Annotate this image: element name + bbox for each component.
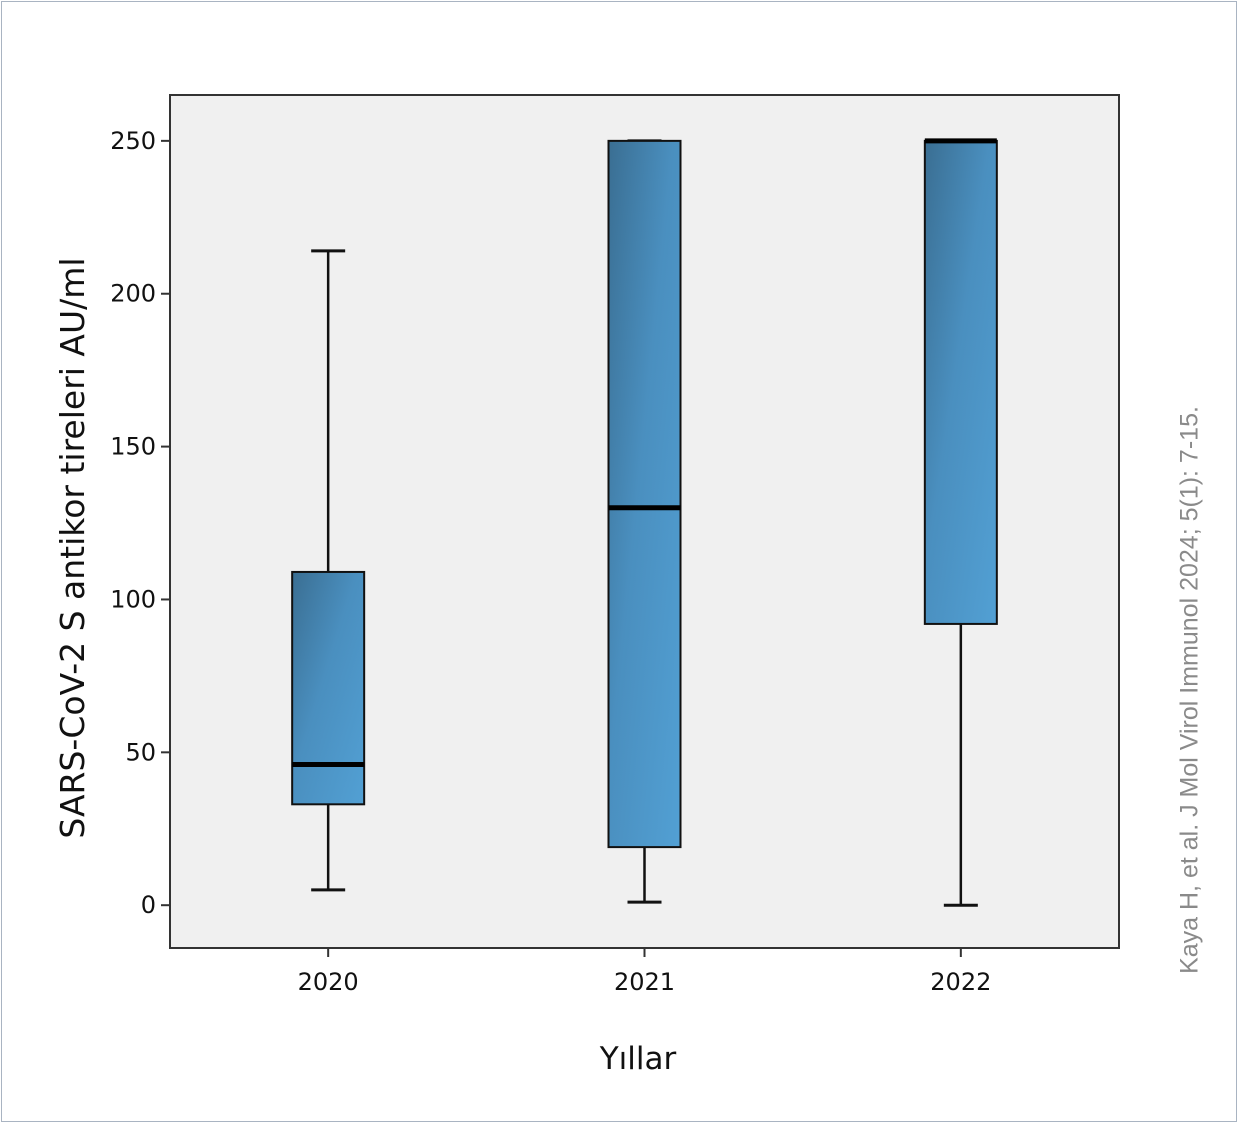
- x-tick-label: 2020: [298, 968, 359, 996]
- y-tick-label: 50: [125, 738, 156, 766]
- box-iqr: [923, 139, 998, 625]
- y-tick-label: 200: [110, 280, 156, 308]
- box-2020: [291, 249, 366, 892]
- y-axis-label: SARS-CoV-2 S antikor tireleri AU/ml: [53, 257, 92, 838]
- y-tick-label: 0: [141, 891, 156, 919]
- x-axis-label: Yıllar: [599, 1041, 677, 1077]
- box-2021: [607, 139, 682, 904]
- box-2022: [923, 138, 998, 907]
- x-tick-label: 2021: [614, 968, 675, 996]
- x-tick-label: 2022: [930, 968, 991, 996]
- x-axis: 2020 2021 2022: [298, 948, 991, 996]
- y-tick-label: 150: [110, 433, 156, 461]
- box-iqr: [607, 139, 682, 849]
- y-tick-label: 100: [110, 585, 156, 613]
- box-iqr: [291, 570, 366, 806]
- citation-text: Kaya H, et al. J Mol Virol Immunol 2024;…: [1175, 406, 1204, 974]
- box-series: [291, 138, 998, 907]
- y-axis: 0 50 100 150 200 250: [110, 127, 170, 919]
- y-tick-label: 250: [110, 127, 156, 155]
